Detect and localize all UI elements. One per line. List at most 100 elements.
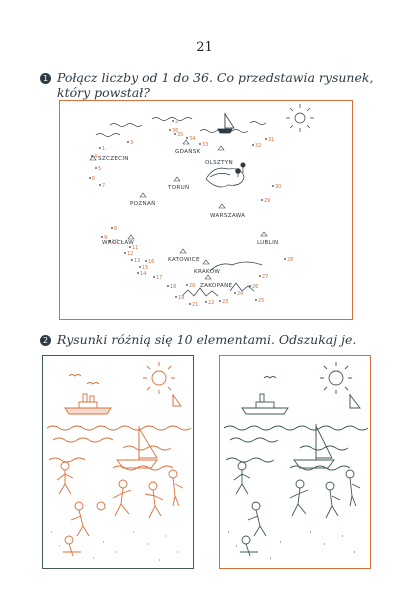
dot-13 bbox=[131, 259, 133, 261]
task-1-instruction: 1 Połącz liczby od 1 do 36. Co przedstawi… bbox=[40, 70, 373, 100]
dot-label-31: 31 bbox=[268, 137, 274, 143]
city-warszawa: WARSZAWA bbox=[210, 203, 245, 219]
beach-picture-left bbox=[42, 355, 194, 569]
city-zakopane: ZAKOPANE bbox=[200, 274, 233, 289]
dot-8 bbox=[111, 227, 113, 229]
dot-2 bbox=[172, 120, 174, 122]
task-2-instruction: 2 Rysunki różnią się 10 elementami. Odszu… bbox=[40, 332, 356, 347]
dot-22 bbox=[205, 301, 207, 303]
dot-3 bbox=[127, 141, 129, 143]
task-1-line-2: który powstał? bbox=[57, 85, 151, 100]
dot-14 bbox=[137, 272, 139, 274]
dot-36 bbox=[169, 129, 171, 131]
dot-6 bbox=[89, 177, 91, 179]
sun-icon bbox=[143, 362, 175, 394]
dot-label-33: 33 bbox=[202, 142, 208, 148]
dot-label-26: 26 bbox=[252, 284, 258, 290]
connect-dots-map-frame: SZCZECIN GDAŃSK OLSZTYN TORUŃ POZNAŃ WAR… bbox=[59, 100, 353, 320]
task-1-number: 1 bbox=[40, 73, 51, 84]
dot-label-23: 23 bbox=[222, 299, 228, 305]
dot-27 bbox=[259, 275, 261, 277]
dot-21 bbox=[189, 303, 191, 305]
dot-label-1: 1 bbox=[102, 146, 105, 152]
dot-32 bbox=[252, 144, 254, 146]
sailboat-icon bbox=[172, 393, 182, 407]
beach-scene-drawing-green bbox=[223, 362, 369, 559]
dot-label-36: 36 bbox=[172, 128, 178, 134]
sun-icon bbox=[286, 104, 314, 132]
dot-20 bbox=[186, 284, 188, 286]
dot-29 bbox=[261, 199, 263, 201]
city-label-torun: TORUŃ bbox=[167, 184, 190, 191]
dot-5 bbox=[95, 167, 97, 169]
dot-30 bbox=[272, 185, 274, 187]
dot-11 bbox=[129, 246, 131, 248]
dot-24 bbox=[234, 292, 236, 294]
dot-15 bbox=[139, 266, 141, 268]
city-szczecin: SZCZECIN bbox=[89, 155, 128, 162]
dot-label-7: 7 bbox=[102, 183, 105, 189]
city-label-zakopane: ZAKOPANE bbox=[200, 283, 233, 289]
dot-label-14: 14 bbox=[140, 271, 146, 277]
dot-18 bbox=[167, 285, 169, 287]
city-label-olsztyn: OLSZTYN bbox=[205, 160, 233, 166]
mountains-decoration bbox=[181, 261, 263, 297]
dot-label-19: 19 bbox=[178, 295, 184, 301]
city-label-wroclaw: WROCŁAW bbox=[102, 240, 134, 246]
lakes-and-trees-decoration bbox=[205, 162, 246, 188]
city-krakow: KRAKÓW bbox=[194, 259, 220, 275]
dot-label-9: 9 bbox=[104, 235, 107, 241]
sea-waves bbox=[223, 425, 369, 471]
page-number: 21 bbox=[196, 40, 213, 55]
dot-label-16: 16 bbox=[148, 259, 154, 265]
city-torun: TORUŃ bbox=[167, 176, 190, 191]
city-label-warszawa: WARSZAWA bbox=[210, 213, 245, 219]
dot-label-21: 21 bbox=[192, 302, 198, 308]
dot-label-35: 35 bbox=[177, 132, 183, 138]
dot-label-3: 3 bbox=[130, 140, 133, 146]
dot-23 bbox=[219, 300, 221, 302]
dot-17 bbox=[153, 276, 155, 278]
children-figures bbox=[56, 461, 184, 557]
dot-label-15: 15 bbox=[142, 265, 148, 271]
steamship-icon bbox=[64, 393, 112, 415]
city-olsztyn: OLSZTYN bbox=[205, 145, 233, 166]
city-gdansk: GDAŃSK bbox=[175, 139, 200, 155]
dot-7 bbox=[99, 184, 101, 186]
sailboat-with-children-icon bbox=[116, 426, 158, 469]
dot-label-2: 2 bbox=[175, 119, 178, 125]
dot-label-18: 18 bbox=[170, 284, 176, 290]
dot-25 bbox=[255, 299, 257, 301]
dot-label-22: 22 bbox=[208, 300, 214, 306]
task-1-line-1: Połącz liczby od 1 do 36. Co przedstawia… bbox=[57, 70, 374, 85]
sailboat-icon bbox=[217, 112, 235, 134]
sea-waves bbox=[46, 425, 192, 471]
task-2-text: Rysunki różnią się 10 elementami. Odszuk… bbox=[57, 332, 357, 347]
city-label-krakow: KRAKÓW bbox=[194, 268, 220, 275]
dot-28 bbox=[284, 258, 286, 260]
dot-label-27: 27 bbox=[262, 274, 268, 280]
dot-label-32: 32 bbox=[255, 143, 261, 149]
city-katowice: KATOWICE bbox=[168, 248, 200, 263]
dot-12 bbox=[124, 252, 126, 254]
beach-scene-drawing-orange bbox=[46, 362, 192, 561]
dot-1 bbox=[99, 147, 101, 149]
dot-26 bbox=[249, 285, 251, 287]
dot-label-6: 6 bbox=[92, 176, 95, 182]
dot-label-11: 11 bbox=[132, 245, 138, 251]
dot-10 bbox=[109, 240, 111, 242]
dot-label-20: 20 bbox=[189, 283, 195, 289]
city-poznan: POZNAŃ bbox=[130, 192, 155, 207]
birds-icon bbox=[68, 374, 100, 385]
steamship-icon bbox=[241, 393, 289, 415]
dot-label-10: 10 bbox=[112, 239, 118, 245]
dot-label-28: 28 bbox=[287, 257, 293, 263]
sailboat-icon bbox=[349, 393, 361, 409]
sailboat-with-children-icon bbox=[293, 424, 335, 469]
city-lublin: LUBLIN bbox=[257, 231, 278, 246]
dot-label-34: 34 bbox=[189, 136, 195, 142]
dot-label-8: 8 bbox=[114, 226, 117, 232]
poland-map-puzzle: SZCZECIN GDAŃSK OLSZTYN TORUŃ POZNAŃ WAR… bbox=[89, 104, 314, 308]
dot-label-5: 5 bbox=[98, 166, 101, 172]
